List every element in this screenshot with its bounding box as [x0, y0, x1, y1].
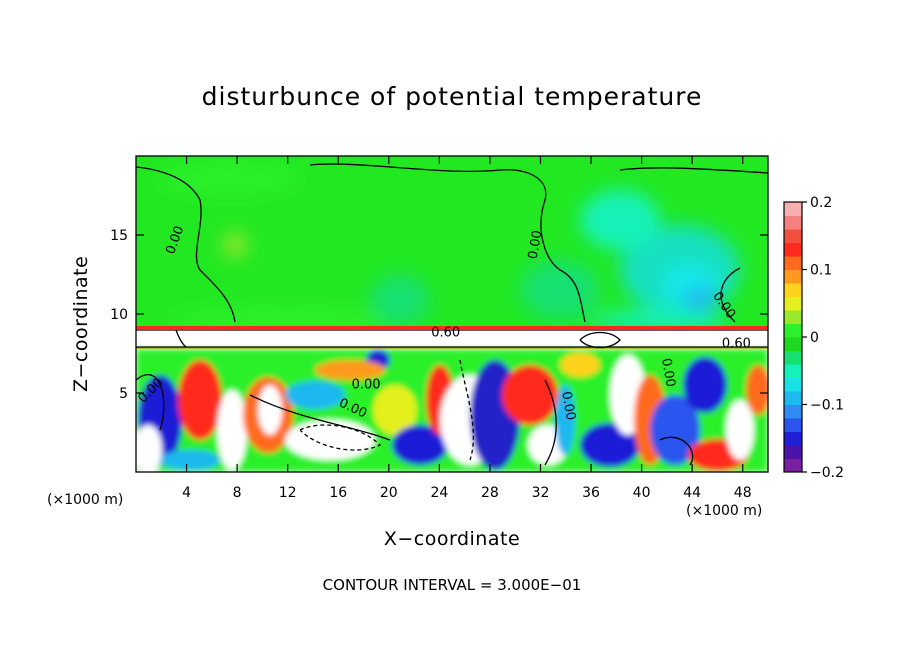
- colorbar-swatch: [784, 431, 802, 446]
- x-tick-label: 12: [279, 485, 297, 501]
- x-tick-label: 40: [633, 485, 651, 501]
- y-axis-label: Z−coordinate: [70, 255, 92, 392]
- colorbar: 0.2 0.1 0 −0.1 −0.2: [783, 195, 844, 481]
- colorbar-tick-label: 0: [810, 330, 819, 346]
- colorbar-swatch: [784, 404, 802, 419]
- contour-label: 0.00: [352, 378, 381, 393]
- x-tick-label: 48: [734, 485, 752, 501]
- heatmap-field: [136, 156, 768, 472]
- colorbar-swatch: [784, 269, 802, 284]
- colorbar-swatch: [784, 323, 802, 338]
- x-tick-label: 20: [380, 485, 398, 501]
- contour-interval-note: CONTOUR INTERVAL = 3.000E−01: [322, 576, 582, 594]
- y-tick-label: 15: [110, 228, 128, 244]
- colorbar-swatch: [784, 310, 802, 324]
- colorbar-tick-label: −0.1: [810, 398, 844, 414]
- colorbar-swatch: [784, 350, 802, 365]
- contour-label: 0.00: [658, 357, 678, 388]
- x-unit-label-right: (×1000 m): [686, 503, 763, 519]
- colorbar-swatch: [784, 215, 802, 230]
- contour-label: 0.60: [722, 336, 751, 351]
- x-tick-label: 16: [329, 485, 347, 501]
- x-unit-label: (×1000 m): [47, 492, 124, 508]
- y-tick-label: 5: [119, 386, 128, 402]
- x-tick-label: 32: [532, 485, 550, 501]
- colorbar-swatch: [784, 202, 802, 216]
- x-tick-label: 28: [481, 485, 499, 501]
- colorbar-swatch: [784, 418, 802, 432]
- x-axis-label: X−coordinate: [383, 528, 521, 550]
- colorbar-swatch: [784, 242, 802, 257]
- colorbar-tick-label: 0.1: [810, 263, 832, 279]
- x-tick-label: 8: [233, 485, 242, 501]
- colorbar-swatch: [784, 229, 802, 243]
- y-tick-label: 10: [110, 307, 128, 323]
- colorbar-swatch: [784, 296, 802, 311]
- colorbar-swatch: [784, 391, 802, 405]
- colorbar-swatch: [784, 256, 802, 270]
- x-tick-label: 44: [683, 485, 701, 501]
- colorbar-swatch: [784, 445, 802, 459]
- contour-label: 0.00: [526, 229, 546, 260]
- colorbar-swatch: [784, 364, 802, 378]
- colorbar-swatch: [784, 337, 802, 351]
- colorbar-tick-label: −0.2: [810, 465, 844, 481]
- lower-field: [136, 349, 768, 472]
- colorbar-swatch: [784, 283, 802, 297]
- chart-title: disturbunce of potential temperature: [201, 82, 703, 111]
- colorbar-swatch: [784, 458, 802, 473]
- contour-lines: [136, 163, 768, 466]
- contour-label: 0.60: [431, 325, 460, 340]
- colorbar-swatch: [784, 377, 802, 392]
- x-tick-label: 24: [430, 485, 448, 501]
- colorbar-tick-label: 0.2: [810, 195, 832, 211]
- x-tick-label: 36: [582, 485, 600, 501]
- inversion-band: [136, 326, 768, 329]
- contour-label: 0.00: [558, 390, 578, 421]
- x-tick-label: 4: [182, 485, 191, 501]
